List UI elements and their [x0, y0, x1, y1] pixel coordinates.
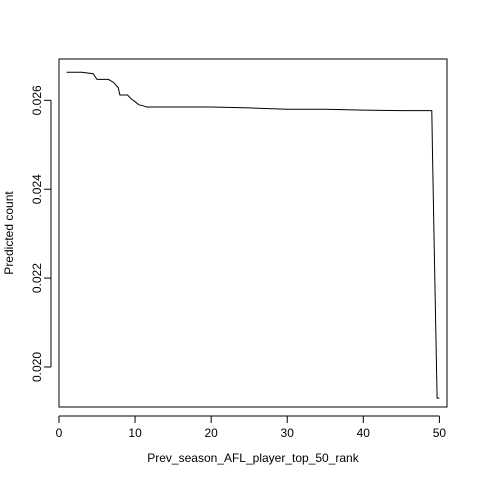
x-tick-label: 30	[281, 426, 295, 440]
y-axis-label: Predicted count	[2, 191, 16, 275]
y-axis: 0.020 0.022 0.024 0.026	[30, 85, 52, 382]
y-tick-label: 0.022	[30, 263, 44, 293]
x-axis-label: Prev_season_AFL_player_top_50_rank	[147, 451, 359, 465]
series-line	[66, 71, 440, 399]
x-tick-label: 40	[357, 426, 371, 440]
x-axis: 0 10 20 30 40 50	[56, 415, 447, 440]
x-tick-label: 0	[56, 426, 63, 440]
y-tick-label: 0.026	[30, 85, 44, 115]
plot-frame	[58, 58, 448, 408]
y-tick-label: 0.020	[30, 352, 44, 382]
x-tick-label: 20	[204, 426, 218, 440]
x-tick-label: 50	[433, 426, 447, 440]
x-tick-label: 10	[128, 426, 142, 440]
y-tick-label: 0.024	[30, 174, 44, 204]
